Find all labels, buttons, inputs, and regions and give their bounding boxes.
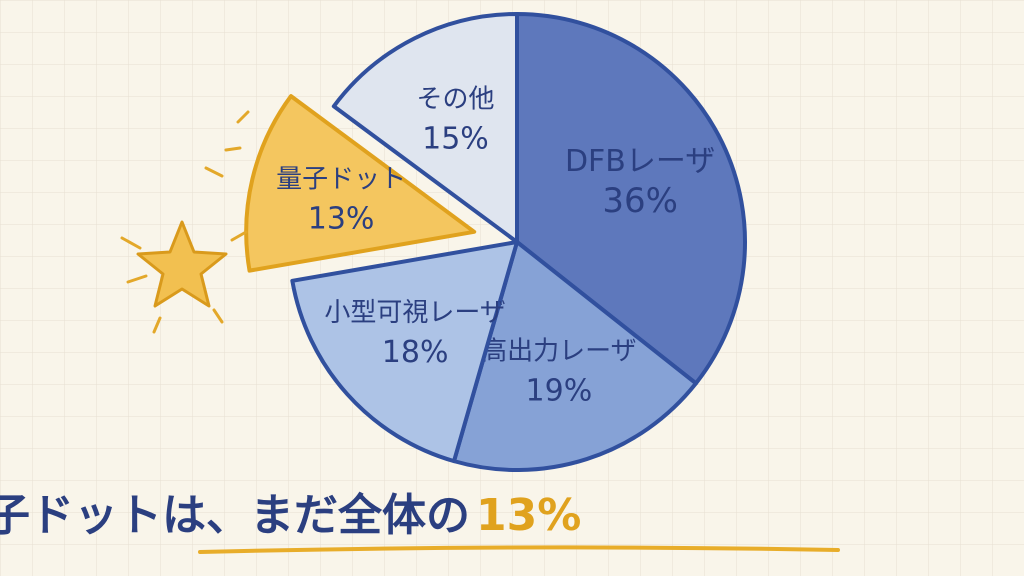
value-label: 13%: [308, 202, 375, 237]
pie-slice: [244, 94, 477, 273]
pie-slice: [331, 12, 519, 244]
value-label: 19%: [526, 374, 593, 409]
pie-slice: [290, 240, 519, 464]
pie-slice: [515, 12, 747, 386]
title-highlight: 13%: [476, 490, 581, 541]
slice-label: 量子ドット: [276, 165, 406, 195]
value-label: 18%: [382, 335, 449, 370]
chart-title: 量子ドットは、まだ全体の: [0, 490, 470, 541]
title-underline: [198, 545, 840, 554]
slice-label: 高出力レーザ: [481, 337, 636, 367]
star-decoration: [120, 110, 250, 334]
slice-label: その他: [416, 84, 494, 114]
pie-slice: [452, 240, 698, 472]
slice-label: 小型可視レーザ: [324, 298, 505, 328]
value-label: 15%: [422, 121, 489, 156]
slice-label: DFBレーザ: [565, 144, 715, 179]
value-label: 36%: [602, 181, 678, 221]
